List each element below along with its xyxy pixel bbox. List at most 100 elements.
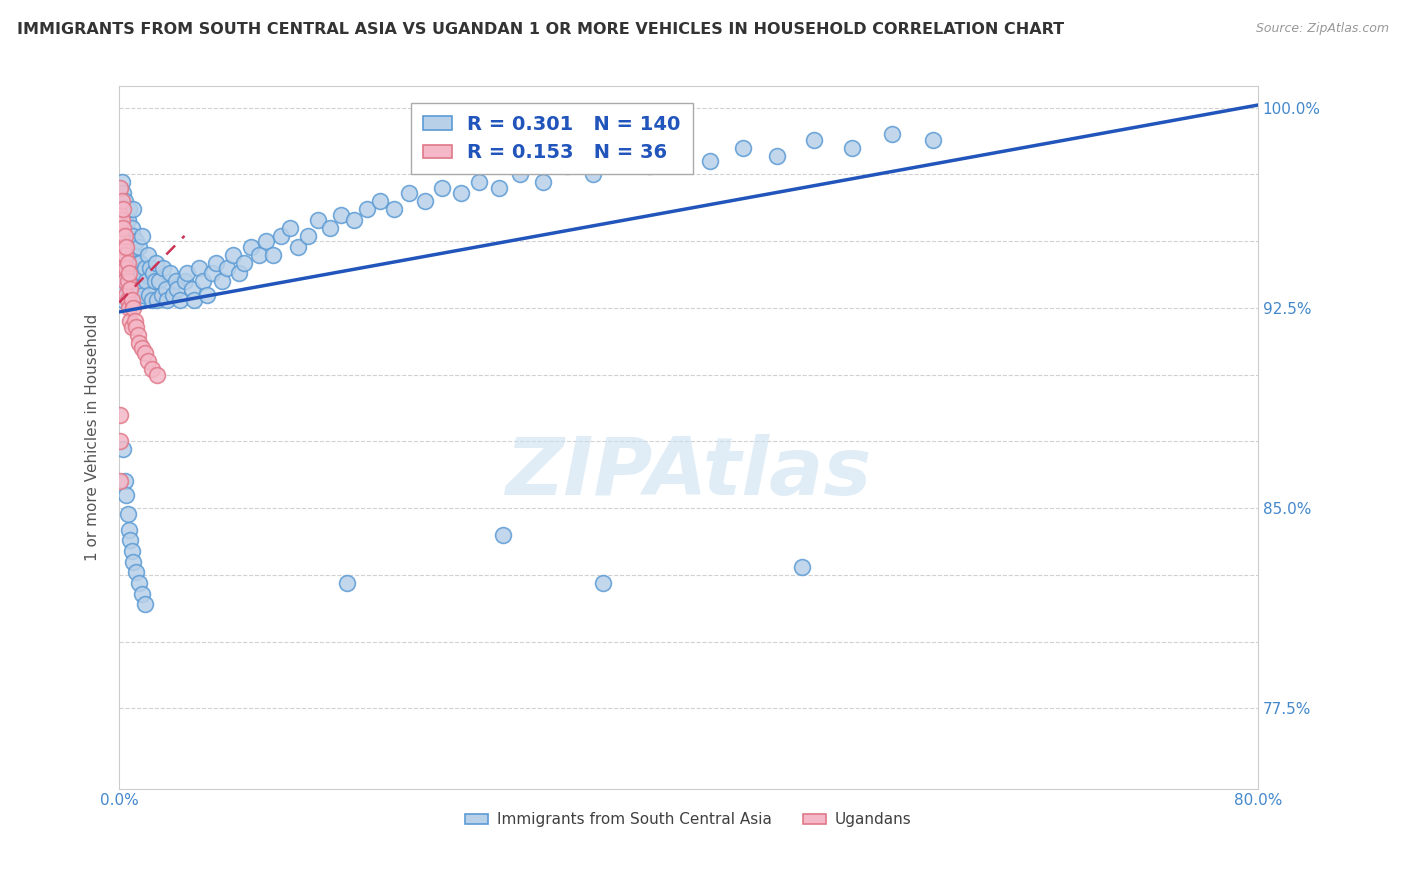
- Point: [114, 247, 136, 261]
- Point: [173, 274, 195, 288]
- Point: [110, 234, 132, 248]
- Point: [112, 220, 135, 235]
- Point: [146, 368, 169, 382]
- Point: [120, 314, 142, 328]
- Point: [122, 228, 145, 243]
- Point: [880, 128, 903, 142]
- Point: [637, 160, 659, 174]
- Point: [128, 335, 150, 350]
- Point: [112, 234, 135, 248]
- Point: [118, 260, 141, 275]
- Point: [122, 301, 145, 315]
- Point: [127, 327, 149, 342]
- Point: [557, 160, 579, 174]
- Point: [468, 176, 491, 190]
- Point: [141, 293, 163, 307]
- Point: [222, 247, 245, 261]
- Point: [792, 560, 814, 574]
- Point: [114, 247, 136, 261]
- Point: [118, 234, 141, 248]
- Point: [450, 186, 472, 201]
- Point: [115, 239, 138, 253]
- Point: [187, 260, 209, 275]
- Point: [117, 507, 139, 521]
- Point: [195, 287, 218, 301]
- Point: [110, 434, 132, 449]
- Point: [112, 274, 135, 288]
- Point: [217, 260, 239, 275]
- Point: [111, 266, 134, 280]
- Point: [112, 247, 135, 261]
- Point: [668, 149, 690, 163]
- Point: [136, 354, 159, 368]
- Point: [112, 293, 135, 307]
- Point: [731, 141, 754, 155]
- Point: [111, 220, 134, 235]
- Point: [146, 293, 169, 307]
- Point: [135, 274, 157, 288]
- Point: [112, 186, 135, 201]
- Legend: Immigrants from South Central Asia, Ugandans: Immigrants from South Central Asia, Ugan…: [460, 806, 918, 833]
- Point: [131, 587, 153, 601]
- Point: [111, 202, 134, 216]
- Point: [128, 266, 150, 280]
- Point: [114, 228, 136, 243]
- Point: [112, 239, 135, 253]
- Point: [200, 266, 222, 280]
- Point: [330, 207, 353, 221]
- Point: [162, 287, 184, 301]
- Point: [110, 475, 132, 489]
- Point: [121, 220, 143, 235]
- Point: [121, 544, 143, 558]
- Point: [129, 282, 152, 296]
- Point: [111, 176, 134, 190]
- Point: [398, 186, 420, 201]
- Point: [531, 176, 554, 190]
- Point: [121, 274, 143, 288]
- Point: [117, 255, 139, 269]
- Point: [112, 202, 135, 216]
- Point: [211, 274, 233, 288]
- Point: [122, 555, 145, 569]
- Point: [129, 255, 152, 269]
- Point: [307, 212, 329, 227]
- Point: [122, 260, 145, 275]
- Point: [240, 239, 263, 253]
- Point: [122, 202, 145, 216]
- Point: [356, 202, 378, 216]
- Point: [509, 168, 531, 182]
- Point: [114, 282, 136, 296]
- Point: [180, 282, 202, 296]
- Point: [115, 266, 138, 280]
- Point: [131, 341, 153, 355]
- Point: [110, 207, 132, 221]
- Point: [922, 133, 945, 147]
- Point: [134, 260, 156, 275]
- Point: [111, 247, 134, 261]
- Point: [492, 528, 515, 542]
- Point: [136, 247, 159, 261]
- Point: [114, 228, 136, 243]
- Point: [156, 293, 179, 307]
- Point: [120, 282, 142, 296]
- Point: [120, 533, 142, 548]
- Point: [118, 266, 141, 280]
- Text: ZIPAtlas: ZIPAtlas: [505, 434, 872, 511]
- Point: [110, 181, 132, 195]
- Y-axis label: 1 or more Vehicles in Household: 1 or more Vehicles in Household: [86, 314, 100, 561]
- Point: [145, 255, 167, 269]
- Point: [110, 260, 132, 275]
- Point: [143, 274, 166, 288]
- Point: [141, 362, 163, 376]
- Point: [121, 239, 143, 253]
- Point: [115, 220, 138, 235]
- Point: [127, 293, 149, 307]
- Point: [138, 287, 160, 301]
- Point: [120, 255, 142, 269]
- Point: [112, 255, 135, 269]
- Point: [699, 154, 721, 169]
- Point: [125, 319, 148, 334]
- Point: [118, 247, 141, 261]
- Point: [121, 319, 143, 334]
- Point: [159, 266, 181, 280]
